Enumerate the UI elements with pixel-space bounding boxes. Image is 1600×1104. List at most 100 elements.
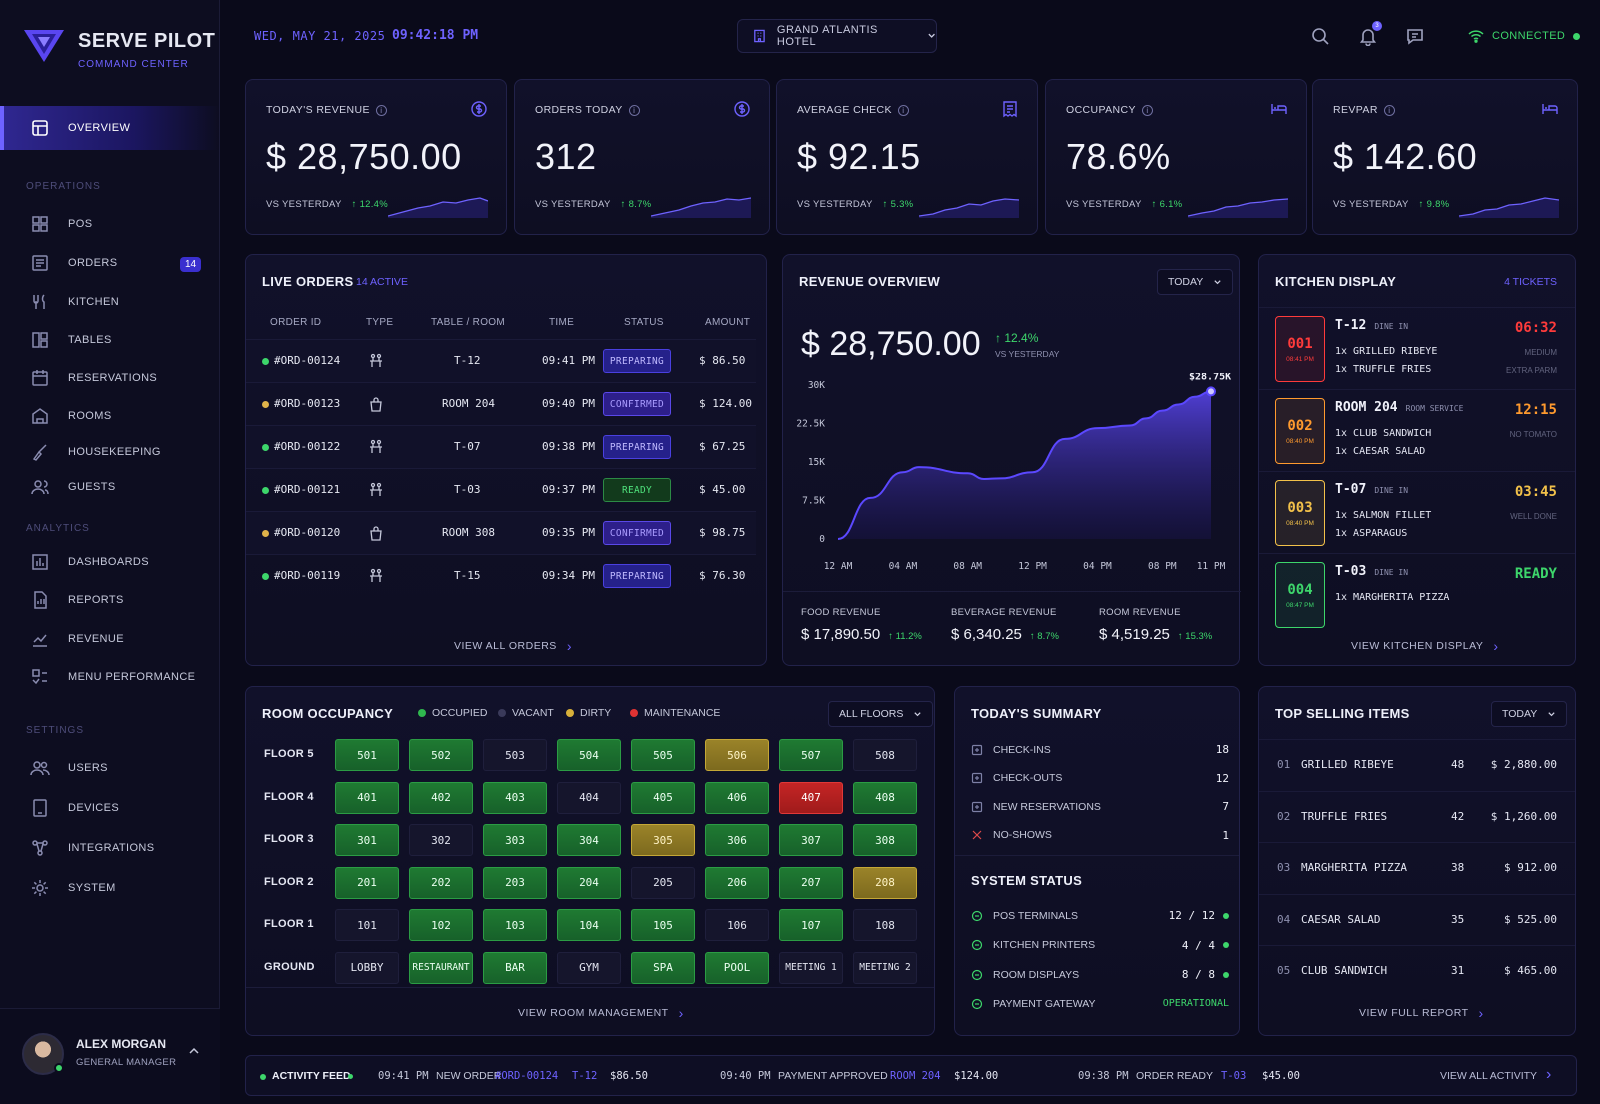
room-tile[interactable]: MEETING 1 <box>779 951 843 984</box>
info-icon[interactable]: i <box>897 104 909 116</box>
chevron-up-icon[interactable] <box>188 1045 200 1057</box>
room-tile[interactable]: POOL <box>705 951 769 984</box>
brand[interactable]: SERVE PILOT COMMAND CENTER <box>22 26 215 70</box>
nav-item-orders[interactable]: ORDERS <box>30 253 117 273</box>
kpi-card[interactable]: TODAY'S REVENUE i $ 28,750.00 VS YESTERDAY ↑… <box>245 79 507 235</box>
table-row[interactable]: #ORD-00123 ROOM 204 09:40 PM CONFIRMED $ 124… <box>246 382 756 425</box>
room-tile[interactable]: 401 <box>335 781 399 814</box>
room-tile[interactable]: 402 <box>409 781 473 814</box>
room-tile[interactable]: MEETING 2 <box>853 951 917 984</box>
room-tile[interactable]: 501 <box>335 739 399 771</box>
room-tile[interactable]: 104 <box>557 909 621 941</box>
room-tile[interactable]: 506 <box>705 739 769 771</box>
kitchen-ticket[interactable]: 004 08:47 PM T-03 DINE IN READY 1x MARGHERITA… <box>1259 553 1575 635</box>
table-row[interactable]: #ORD-00120 ROOM 308 09:35 PM CONFIRMED $ 98.… <box>246 511 756 554</box>
room-tile[interactable]: 307 <box>779 824 843 856</box>
nav-item-revenue[interactable]: REVENUE <box>30 629 124 649</box>
room-tile[interactable]: 203 <box>483 866 547 899</box>
table-row[interactable]: #ORD-00121 T-03 09:37 PM READY $ 45.00 <box>246 468 756 511</box>
room-tile[interactable]: 407 <box>779 781 843 814</box>
room-tile[interactable]: SPA <box>631 951 695 984</box>
chat-icon[interactable] <box>1405 26 1425 46</box>
info-icon[interactable]: i <box>1383 104 1395 116</box>
list-item[interactable]: 01 GRILLED RIBEYE 48 $ 2,880.00 <box>1259 739 1575 790</box>
room-tile[interactable]: 101 <box>335 909 399 941</box>
table-row[interactable]: #ORD-00119 T-15 09:34 PM PREPARING $ 76.30 <box>246 554 756 597</box>
room-tile[interactable]: 208 <box>853 866 917 899</box>
user-profile[interactable]: ALEX MORGAN GENERAL MANAGER <box>0 1008 220 1104</box>
room-tile[interactable]: 505 <box>631 739 695 771</box>
room-tile[interactable]: 205 <box>631 866 695 899</box>
nav-item-overview[interactable]: OVERVIEW <box>30 118 130 138</box>
kpi-card[interactable]: ORDERS TODAY i 312 VS YESTERDAY ↑ 8.7% <box>514 79 770 235</box>
room-tile[interactable]: 502 <box>409 739 473 771</box>
room-tile[interactable]: 207 <box>779 866 843 899</box>
view-kitchen-display-link[interactable]: VIEW KITCHEN DISPLAY › <box>1351 638 1499 654</box>
kpi-card[interactable]: OCCUPANCY i 78.6% VS YESTERDAY ↑ 6.1% <box>1045 79 1307 235</box>
nav-item-users[interactable]: USERS <box>30 758 108 778</box>
floor-filter-dropdown[interactable]: ALL FLOORS <box>828 701 934 727</box>
nav-item-pos[interactable]: POS <box>30 214 92 234</box>
table-row[interactable]: #ORD-00122 T-07 09:38 PM PREPARING $ 67.25 <box>246 425 756 468</box>
kitchen-ticket[interactable]: 002 08:40 PM ROOM 204 ROOM SERVICE 12:15 1x C… <box>1259 389 1575 471</box>
info-icon[interactable]: i <box>375 104 387 116</box>
nav-item-devices[interactable]: DEVICES <box>30 798 119 818</box>
view-all-activity-link[interactable]: VIEW ALL ACTIVITY <box>1440 1070 1538 1082</box>
list-item[interactable]: 02 TRUFFLE FRIES 42 $ 1,260.00 <box>1259 790 1575 842</box>
nav-item-menu-performance[interactable]: MENU PERFORMANCE <box>30 667 195 687</box>
room-tile[interactable]: 504 <box>557 739 621 771</box>
room-tile[interactable]: 303 <box>483 824 547 856</box>
room-tile[interactable]: 404 <box>557 781 621 814</box>
room-tile[interactable]: 103 <box>483 909 547 941</box>
view-room-management-link[interactable]: VIEW ROOM MANAGEMENT › <box>518 1005 684 1021</box>
room-tile[interactable]: 302 <box>409 824 473 856</box>
room-tile[interactable]: 305 <box>631 824 695 856</box>
nav-item-integrations[interactable]: INTEGRATIONS <box>30 838 155 858</box>
activity-ref-link[interactable]: #ORD-00124 <box>495 1070 559 1082</box>
nav-item-reports[interactable]: REPORTS <box>30 590 124 610</box>
list-item[interactable]: 03 MARGHERITA PIZZA 38 $ 912.00 <box>1259 842 1575 893</box>
room-tile[interactable]: 508 <box>853 739 917 771</box>
room-tile[interactable]: 304 <box>557 824 621 856</box>
room-tile[interactable]: RESTAURANT <box>409 951 473 984</box>
room-tile[interactable]: 507 <box>779 739 843 771</box>
kitchen-ticket[interactable]: 003 08:40 PM T-07 DINE IN 03:45 1x SALMON FIL… <box>1259 471 1575 553</box>
room-tile[interactable]: 408 <box>853 781 917 814</box>
room-tile[interactable]: BAR <box>483 951 547 984</box>
info-icon[interactable]: i <box>628 104 640 116</box>
nav-item-system[interactable]: SYSTEM <box>30 878 116 898</box>
table-row[interactable]: #ORD-00124 T-12 09:41 PM PREPARING $ 86.50 <box>246 339 756 382</box>
search-icon[interactable] <box>1310 26 1330 46</box>
room-tile[interactable]: 406 <box>705 781 769 814</box>
nav-item-reservations[interactable]: RESERVATIONS <box>30 368 157 388</box>
kpi-card[interactable]: REVPAR i $ 142.60 VS YESTERDAY ↑ 9.8% <box>1312 79 1578 235</box>
room-tile[interactable]: LOBBY <box>335 951 399 984</box>
room-tile[interactable]: 108 <box>853 909 917 941</box>
room-tile[interactable]: 403 <box>483 781 547 814</box>
nav-item-tables[interactable]: TABLES <box>30 330 112 350</box>
room-tile[interactable]: 306 <box>705 824 769 856</box>
view-all-orders-link[interactable]: VIEW ALL ORDERS › <box>454 638 572 654</box>
room-tile[interactable]: GYM <box>557 951 621 984</box>
nav-item-rooms[interactable]: ROOMS <box>30 406 112 426</box>
list-item[interactable]: 05 CLUB SANDWICH 31 $ 465.00 <box>1259 945 1575 996</box>
top-selling-range-dropdown[interactable]: TODAY <box>1491 701 1568 727</box>
list-item[interactable]: 04 CAESAR SALAD 35 $ 525.00 <box>1259 893 1575 945</box>
room-tile[interactable]: 202 <box>409 866 473 899</box>
room-tile[interactable]: 206 <box>705 866 769 899</box>
hotel-selector[interactable]: GRAND ATLANTIS HOTEL <box>737 19 937 53</box>
kpi-card[interactable]: AVERAGE CHECK i $ 92.15 VS YESTERDAY ↑ 5.3% <box>776 79 1038 235</box>
room-tile[interactable]: 204 <box>557 866 621 899</box>
room-tile[interactable]: 106 <box>705 909 769 941</box>
room-tile[interactable]: 308 <box>853 824 917 856</box>
room-tile[interactable]: 301 <box>335 824 399 856</box>
nav-item-dashboards[interactable]: DASHBOARDS <box>30 552 149 572</box>
room-tile[interactable]: 107 <box>779 909 843 941</box>
info-icon[interactable]: i <box>1141 104 1153 116</box>
bell-icon[interactable] <box>1358 26 1378 46</box>
kitchen-ticket[interactable]: 001 08:41 PM T-12 DINE IN 06:32 1x GRILLED RI… <box>1259 307 1575 389</box>
room-tile[interactable]: 201 <box>335 866 399 899</box>
view-full-report-link[interactable]: VIEW FULL REPORT › <box>1359 1005 1484 1021</box>
room-tile[interactable]: 102 <box>409 909 473 941</box>
nav-item-kitchen[interactable]: KITCHEN <box>30 292 119 312</box>
